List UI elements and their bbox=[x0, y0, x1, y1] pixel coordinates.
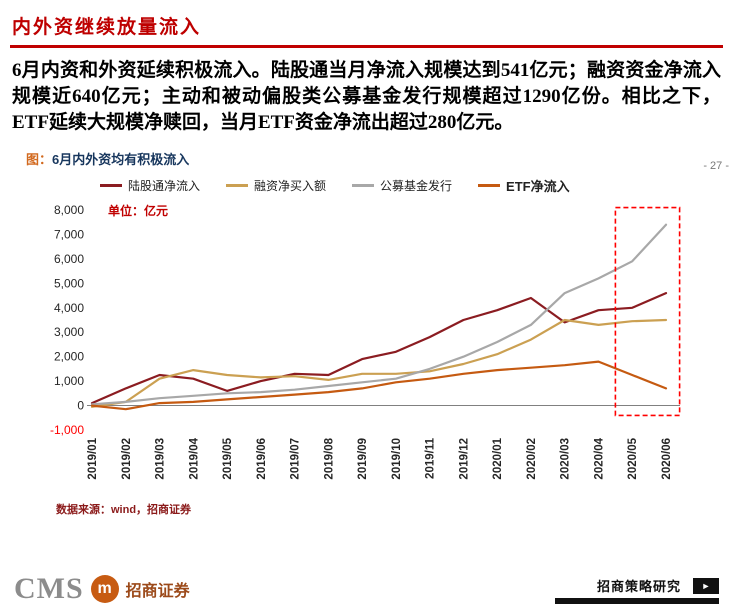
legend-item-gongmu: 公募基金发行 bbox=[352, 177, 452, 194]
highlight-box bbox=[614, 207, 681, 417]
legend-swatch-icon bbox=[478, 183, 501, 187]
x-tick-label: 2019/10 bbox=[391, 438, 403, 480]
x-tick-label: 2019/01 bbox=[87, 438, 99, 480]
report-header: 内外资继续放量流入 bbox=[10, 8, 723, 48]
x-tick-label: 2020/03 bbox=[560, 438, 572, 480]
x-tick-label: 2020/06 bbox=[661, 438, 673, 480]
chart-caption-prefix: 图： bbox=[26, 152, 53, 168]
x-tick-label: 2020/01 bbox=[492, 438, 504, 480]
legend-item-rongzi: 融资净买入额 bbox=[226, 177, 326, 194]
x-tick-label: 2019/07 bbox=[290, 438, 302, 480]
y-tick-label: 5,000 bbox=[54, 277, 84, 291]
x-tick-label: 2019/04 bbox=[188, 438, 200, 480]
series-line-2 bbox=[90, 224, 668, 406]
wechat-account-label: 招商策略研究 bbox=[596, 579, 681, 594]
x-tick-label: 2019/06 bbox=[256, 438, 268, 480]
chart-block: 图：6月内外资均有积极流入 陆股通净流入 融资净买入额 公募基金发行 ETF净流… bbox=[26, 149, 719, 517]
x-tick-label: 2020/05 bbox=[627, 438, 639, 480]
page-title: 内外资继续放量流入 bbox=[12, 17, 202, 38]
y-tick-label: 4,000 bbox=[54, 301, 84, 315]
series-line-3 bbox=[90, 360, 668, 411]
page-number: - 27 - bbox=[703, 160, 729, 172]
legend-label: 融资净买入额 bbox=[254, 178, 327, 193]
line-chart: 陆股通净流入 融资净买入额 公募基金发行 ETF净流入 单位：亿元 8,000 7… bbox=[26, 176, 719, 499]
legend-label: 公募基金发行 bbox=[380, 178, 453, 193]
x-tick-label: 2019/12 bbox=[458, 438, 470, 480]
x-tick-label: 2020/04 bbox=[593, 438, 605, 480]
y-tick-label: 6,000 bbox=[54, 252, 84, 266]
cms-letters: CMS bbox=[14, 572, 84, 605]
y-tick-label: -1,000 bbox=[50, 423, 84, 437]
y-tick-label: 0 bbox=[77, 399, 84, 413]
legend-swatch-icon bbox=[226, 183, 249, 187]
series-line-1 bbox=[90, 319, 668, 409]
x-tick-label: 2019/03 bbox=[155, 438, 167, 480]
y-tick-label: 8,000 bbox=[54, 203, 84, 217]
unit-label: 单位：亿元 bbox=[108, 204, 169, 219]
chart-caption: 图：6月内外资均有积极流入 bbox=[26, 149, 719, 168]
x-tick-label: 2019/05 bbox=[222, 438, 234, 480]
legend-swatch-icon bbox=[352, 183, 375, 187]
data-source-note: 数据来源：wind，招商证券 bbox=[56, 504, 192, 517]
banner-bar bbox=[555, 598, 719, 604]
x-tick-label: 2020/02 bbox=[526, 438, 538, 480]
cms-logo-icon: m bbox=[90, 575, 119, 603]
x-tick-label: 2019/02 bbox=[121, 438, 133, 480]
arrow-right-icon: ► bbox=[693, 577, 719, 594]
series-line-0 bbox=[90, 292, 668, 405]
legend-item-etf: ETF净流入 bbox=[478, 176, 570, 195]
x-tick-label: 2019/08 bbox=[323, 438, 335, 480]
wechat-banner: 招商策略研究 ► bbox=[555, 576, 719, 604]
y-tick-label: 7,000 bbox=[54, 228, 84, 242]
legend-label: ETF净流入 bbox=[506, 178, 570, 194]
chart-legend: 陆股通净流入 融资净买入额 公募基金发行 ETF净流入 bbox=[100, 176, 719, 194]
y-tick-label: 2,000 bbox=[54, 350, 84, 364]
chart-canvas: 8,000 7,000 6,000 5,000 4,000 3,000 2,000 1,000… bbox=[50, 203, 681, 480]
summary-paragraph: 6月内资和外资延续积极流入。陆股通当月净流入规模达到541亿元；融资资金净流入规… bbox=[12, 60, 721, 133]
chart-caption-text: 6月内外资均有积极流入 bbox=[52, 152, 190, 168]
page-footer: CMS m 招商证券 招商策略研究 ► bbox=[0, 574, 733, 604]
cms-brand: CMS m 招商证券 bbox=[14, 574, 190, 604]
legend-swatch-icon bbox=[100, 183, 122, 187]
y-tick-label: 3,000 bbox=[54, 326, 84, 340]
brand-name: 招商证券 bbox=[125, 583, 190, 600]
legend-label: 陆股通净流入 bbox=[128, 178, 201, 193]
y-tick-label: 1,000 bbox=[54, 375, 84, 389]
x-tick-label: 2019/11 bbox=[425, 438, 437, 480]
x-tick-label: 2019/09 bbox=[357, 438, 369, 480]
legend-item-luguitong: 陆股通净流入 bbox=[100, 177, 200, 194]
